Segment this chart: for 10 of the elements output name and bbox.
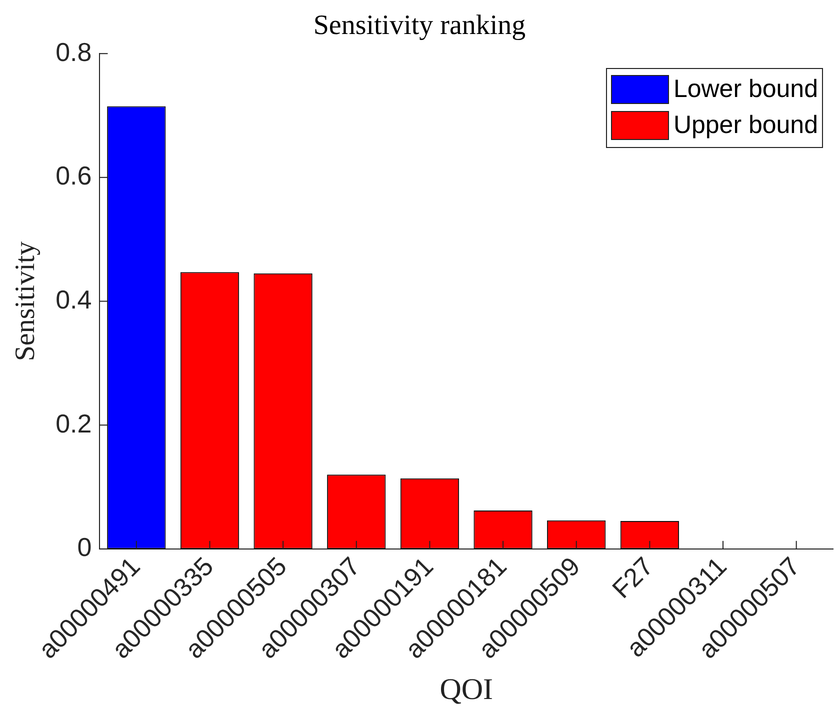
x-axis-title: QOI <box>440 672 494 706</box>
y-tick-label: 0.2 <box>56 408 92 438</box>
legend-label: Lower bound <box>673 75 818 104</box>
chart-title: Sensitivity ranking <box>313 10 526 42</box>
y-tick-label: 0.6 <box>56 160 92 191</box>
y-tick-label: 0 <box>77 532 92 562</box>
y-axis-title: Sensitivity <box>10 241 42 362</box>
y-tick-label: 0.8 <box>56 36 92 67</box>
legend-label: Upper bound <box>673 111 818 140</box>
y-tick-label: 0.4 <box>56 284 92 314</box>
